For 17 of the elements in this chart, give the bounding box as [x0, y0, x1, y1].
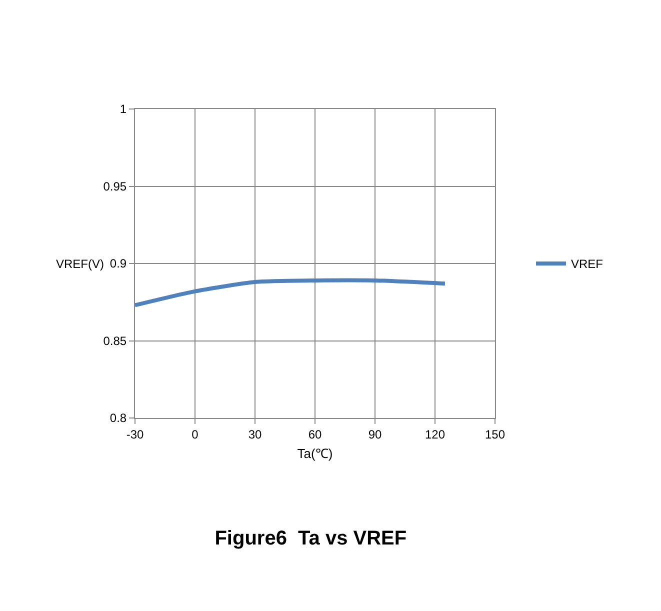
y-tick-label: 1: [120, 102, 127, 116]
y-axis-title: VREF(V): [56, 257, 104, 271]
x-axis-title: Ta(℃): [297, 446, 333, 461]
x-tick-label: -30: [126, 427, 144, 442]
x-tick-label: 30: [248, 427, 262, 442]
y-tick-label: 0.95: [103, 179, 127, 194]
y-tick-label: 0.9: [110, 256, 127, 271]
text: Figure6 Ta vs VREF: [214, 528, 407, 550]
x-tick-label: 150: [484, 427, 506, 442]
x-tick-label: 120: [424, 427, 446, 442]
x-tick-label: 0: [192, 427, 199, 442]
legend-label: VREF: [571, 257, 604, 272]
x-tick-label: 60: [308, 427, 322, 442]
y-tick-label: 0.85: [103, 334, 127, 348]
x-tick-label: 90: [368, 427, 382, 442]
line-series: [135, 278, 447, 308]
y-tick-label: 0.8: [110, 411, 127, 426]
